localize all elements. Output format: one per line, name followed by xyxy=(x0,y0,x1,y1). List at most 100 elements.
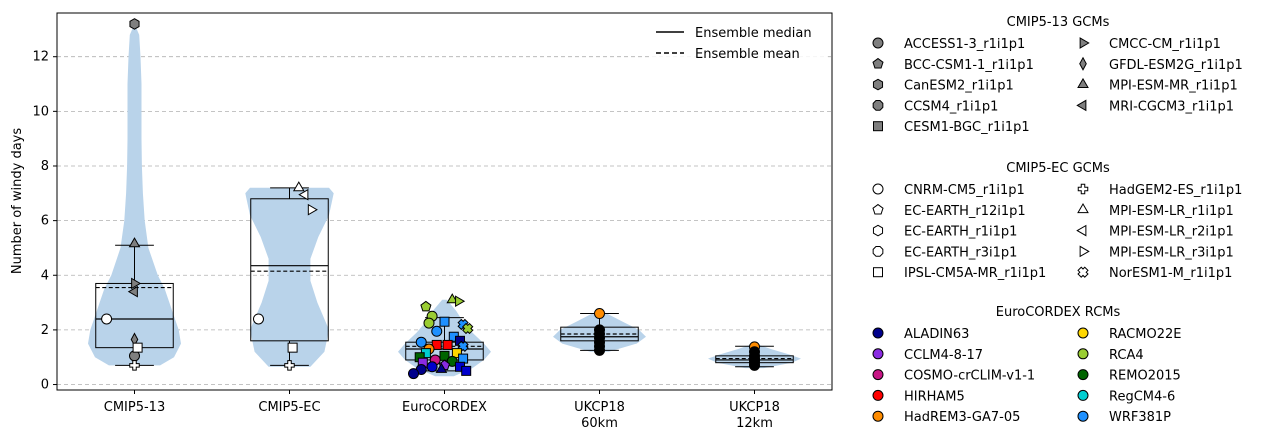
legend-marker xyxy=(1077,410,1089,422)
model-point xyxy=(129,360,140,371)
line-legend: Ensemble median Ensemble mean xyxy=(650,20,828,62)
legend-group-title: CMIP5-EC GCMs xyxy=(1006,161,1110,176)
model-point xyxy=(442,339,453,350)
legend-label: RACMO22E xyxy=(1109,327,1181,342)
y-axis: 0 2 4 6 8 10 12 xyxy=(32,50,57,393)
legend-label: BCC-CSM1-1_r1i1p1 xyxy=(904,58,1034,73)
legend-marker xyxy=(872,348,884,360)
model-point xyxy=(455,295,466,308)
model-point xyxy=(435,362,448,373)
model-point xyxy=(594,308,605,320)
legend-marker xyxy=(1077,327,1089,339)
legend-label: NorESM1-M_r1i1p1 xyxy=(1109,266,1232,281)
violin-0 xyxy=(88,23,181,366)
x-tick-label: UKCP18 60km xyxy=(574,400,625,431)
legend-line-label: Ensemble mean xyxy=(695,47,800,62)
legend-marker xyxy=(872,57,884,69)
legend-group-title: EuroCORDEX RCMs xyxy=(996,305,1121,320)
x-tick-label: EuroCORDEX xyxy=(402,400,487,415)
legend-marker xyxy=(1077,183,1089,195)
legend-group-title: CMIP5-13 GCMs xyxy=(1007,15,1110,30)
legend-label: RCA4 xyxy=(1109,348,1144,363)
legend-marker xyxy=(1079,56,1087,71)
legend-label: CNRM-CM5_r1i1p1 xyxy=(904,183,1025,198)
y-axis-label: Number of windy days xyxy=(10,128,25,274)
legend-label: COSMO-crCLIM-v1-1 xyxy=(904,369,1035,384)
model-point xyxy=(461,365,472,376)
legend-label: HadREM3-GA7-05 xyxy=(904,410,1020,425)
legend-marker xyxy=(872,369,884,381)
legend-label: HadGEM2-ES_r1i1p1 xyxy=(1109,183,1242,198)
legend-label: CanESM2_r1i1p1 xyxy=(904,79,1014,94)
model-point xyxy=(131,277,142,290)
legend-marker xyxy=(1077,203,1089,214)
model-point xyxy=(426,361,438,373)
x-tick-label: CMIP5-13 xyxy=(104,400,165,415)
model-point xyxy=(129,18,140,30)
legend-marker xyxy=(1079,37,1090,49)
legend-marker xyxy=(872,224,884,237)
legend-label: MRI-CGCM3_r1i1p1 xyxy=(1109,99,1234,114)
legend-marker xyxy=(873,267,883,278)
legend-label: EC-EARTH_r1i1p1 xyxy=(904,225,1017,240)
legend-label: IPSL-CM5A-MR_r1i1p1 xyxy=(904,266,1046,281)
legend-marker xyxy=(872,203,884,215)
violin-1 xyxy=(245,187,334,367)
model-point xyxy=(594,344,605,356)
model-point xyxy=(439,316,450,327)
legend-label: MPI-ESM-LR_r1i1p1 xyxy=(1109,204,1234,219)
legend-marker xyxy=(1077,348,1089,360)
legend-label: CCLM4-8-17 xyxy=(904,348,983,363)
legend-label: MPI-ESM-LR_r2i1p1 xyxy=(1109,225,1234,240)
model-point xyxy=(446,293,459,304)
model-point xyxy=(420,300,432,312)
legend-label: EC-EARTH_r3i1p1 xyxy=(904,245,1017,260)
legend-label: CCSM4_r1i1p1 xyxy=(904,99,998,114)
model-point xyxy=(307,203,318,216)
legend-marker xyxy=(872,37,884,49)
legend-marker xyxy=(1077,77,1089,88)
x-axis: CMIP5-13 CMIP5-EC EuroCORDEX UKCP18 60km UKCP… xyxy=(104,390,780,431)
model-point xyxy=(423,317,435,329)
model-point xyxy=(128,237,141,248)
y-tick-label: 12 xyxy=(32,50,49,65)
legend-marker xyxy=(872,246,884,257)
legend-marker xyxy=(1077,369,1089,381)
y-tick-label: 0 xyxy=(41,378,49,393)
legend-label: GFDL-ESM2G_r1i1p1 xyxy=(1109,58,1243,73)
model-point xyxy=(132,342,143,353)
y-tick-label: 4 xyxy=(41,268,49,283)
y-tick-label: 2 xyxy=(41,323,49,338)
legend-marker xyxy=(872,78,884,91)
legend-label: ACCESS1-3_r1i1p1 xyxy=(904,37,1025,52)
box-1 xyxy=(250,187,329,366)
legend-marker xyxy=(872,327,884,339)
legend-label: RegCM4-6 xyxy=(1109,389,1175,404)
model-point xyxy=(101,313,113,325)
legend-label: MPI-ESM-MR_r1i1p1 xyxy=(1109,79,1238,94)
grid-lines xyxy=(57,56,832,385)
model-point xyxy=(284,360,295,371)
legend-marker xyxy=(872,389,884,401)
legend-marker xyxy=(1076,99,1087,112)
model-point xyxy=(431,325,443,337)
legend-label: HIRHAM5 xyxy=(904,389,965,404)
y-tick-label: 10 xyxy=(32,104,49,119)
model-point xyxy=(415,336,427,348)
legend-marker xyxy=(1076,224,1087,237)
legend-label: EC-EARTH_r12i1p1 xyxy=(904,204,1026,219)
model-point xyxy=(451,348,462,359)
model-point xyxy=(458,353,469,364)
legend-marker xyxy=(1077,266,1089,278)
model-point xyxy=(127,285,138,298)
line-legend-box xyxy=(650,20,828,62)
legend-label: CMCC-CM_r1i1p1 xyxy=(1109,37,1221,52)
x-tick-label: CMIP5-EC xyxy=(258,400,320,415)
legend-marker xyxy=(1077,389,1089,401)
legend-marker xyxy=(873,121,883,132)
legend-marker xyxy=(872,183,884,195)
model-point xyxy=(298,188,309,201)
legend-marker xyxy=(1079,245,1090,258)
